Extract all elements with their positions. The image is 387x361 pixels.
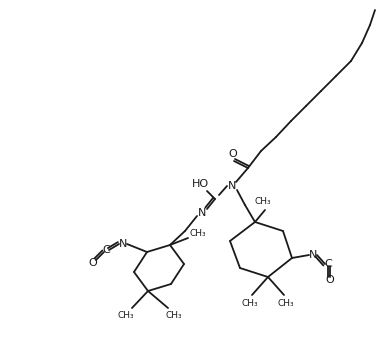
Text: CH₃: CH₃ [255,197,271,206]
Text: C: C [324,259,332,269]
Text: N: N [228,181,236,191]
Text: N: N [309,250,317,260]
Text: CH₃: CH₃ [118,312,134,321]
Text: O: O [325,275,334,285]
Text: N: N [119,239,127,249]
Text: CH₃: CH₃ [166,312,182,321]
Text: CH₃: CH₃ [190,229,206,238]
Text: HO: HO [192,179,209,189]
Text: CH₃: CH₃ [278,299,294,308]
Text: CH₃: CH₃ [242,299,258,308]
Text: C: C [102,245,110,255]
Text: N: N [198,208,206,218]
Text: O: O [89,258,98,268]
Text: O: O [229,149,237,159]
